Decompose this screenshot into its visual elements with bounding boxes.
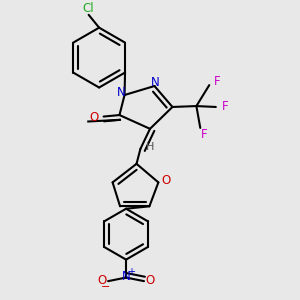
Text: O: O — [161, 174, 171, 188]
Text: +: + — [128, 267, 135, 277]
Text: O: O — [89, 111, 99, 124]
Text: N: N — [117, 86, 125, 99]
Text: N: N — [151, 76, 160, 89]
Text: O: O — [98, 274, 107, 287]
Text: −: − — [101, 281, 110, 292]
Text: F: F — [201, 128, 208, 141]
Text: H: H — [146, 142, 154, 152]
Text: N: N — [122, 270, 130, 283]
Text: F: F — [214, 75, 220, 88]
Text: F: F — [222, 100, 229, 113]
Text: Cl: Cl — [83, 2, 94, 15]
Text: O: O — [146, 274, 154, 287]
